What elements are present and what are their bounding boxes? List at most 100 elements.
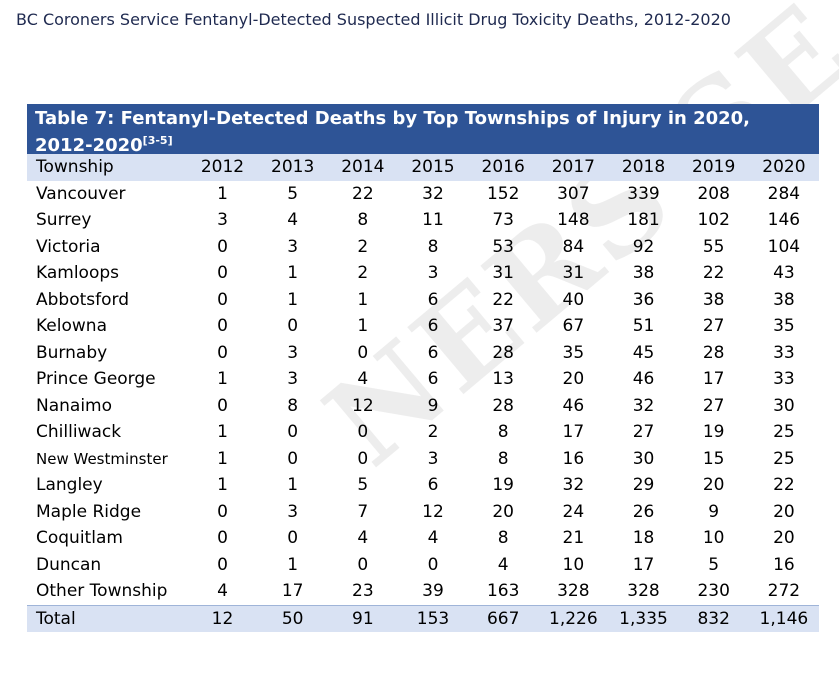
death-count-cell: 2 <box>357 236 369 257</box>
death-count-cell: 9 <box>708 501 720 522</box>
table-caption-reference: [3-5] <box>142 134 173 147</box>
death-count-cell: 32 <box>632 395 655 416</box>
death-count-cell: 26 <box>632 501 655 522</box>
death-count-cell: 1 <box>217 422 228 443</box>
death-count-cell: 21 <box>562 528 585 549</box>
death-count-cell: 25 <box>773 448 795 469</box>
death-count-cell: 0 <box>427 554 439 575</box>
township-name-cell: Burnaby <box>36 342 108 363</box>
death-count-cell: 5 <box>287 183 299 204</box>
death-count-cell: 22 <box>702 263 725 284</box>
death-count-cell: 20 <box>773 528 795 549</box>
death-count-cell: 0 <box>217 342 228 363</box>
column-header-year: 2020 <box>762 157 806 178</box>
death-count-cell: 7 <box>357 501 369 522</box>
death-count-cell: 208 <box>697 183 730 204</box>
death-count-cell: 148 <box>557 210 590 231</box>
death-count-cell: 32 <box>422 183 444 204</box>
death-count-cell: 181 <box>627 210 660 231</box>
column-header-year: 2013 <box>271 157 315 178</box>
table-row: Burnaby 0 3 0 6 28 35 45 28 33 <box>27 340 819 367</box>
death-count-cell: 0 <box>357 448 369 469</box>
death-count-cell: 272 <box>767 581 801 602</box>
death-count-cell: 33 <box>773 369 795 390</box>
death-count-cell: 1 <box>217 183 228 204</box>
township-name-cell: Chilliwack <box>36 422 122 443</box>
death-count-cell: 12 <box>422 501 444 522</box>
township-name-cell: Prince George <box>36 369 156 390</box>
table-row: Victoria 0 3 2 8 53 84 92 55 104 <box>27 234 819 261</box>
death-count-cell: 73 <box>492 210 514 231</box>
total-count-cell: 1,226 <box>538 604 609 632</box>
death-count-cell: 0 <box>217 316 228 337</box>
death-count-cell: 22 <box>492 289 514 310</box>
death-count-cell: 28 <box>702 342 725 363</box>
township-name-cell: Coquitlam <box>36 528 123 549</box>
total-count-cell: 50 <box>257 604 328 632</box>
death-count-cell: 0 <box>217 501 228 522</box>
death-count-cell: 19 <box>702 422 725 443</box>
death-count-cell: 0 <box>217 528 228 549</box>
death-count-cell: 31 <box>562 263 585 284</box>
death-count-cell: 20 <box>492 501 514 522</box>
death-count-cell: 8 <box>497 448 509 469</box>
table-row: New Westminster 1 0 0 3 8 16 30 15 25 <box>27 446 819 473</box>
death-count-cell: 27 <box>632 422 655 443</box>
table-row: Abbotsford 0 1 1 6 22 40 36 38 38 <box>27 287 819 314</box>
death-count-cell: 0 <box>287 316 299 337</box>
township-name-cell: Langley <box>36 475 103 496</box>
column-header-year: 2016 <box>481 157 525 178</box>
death-count-cell: 0 <box>217 236 228 257</box>
death-count-cell: 1 <box>287 475 299 496</box>
death-count-cell: 4 <box>287 210 299 231</box>
death-count-cell: 8 <box>497 422 509 443</box>
death-count-cell: 38 <box>632 263 655 284</box>
death-count-cell: 102 <box>697 210 730 231</box>
death-count-cell: 328 <box>627 581 660 602</box>
table-row: Other Township 4 17 23 39 163 328 328 230 272 <box>27 578 819 605</box>
death-count-cell: 12 <box>352 395 374 416</box>
death-count-cell: 3 <box>287 342 299 363</box>
column-header-year: 2014 <box>341 157 385 178</box>
township-name-cell: Kamloops <box>36 263 119 284</box>
township-name-cell: Duncan <box>36 554 102 575</box>
total-label-cell: Total <box>27 604 188 632</box>
death-count-cell: 2 <box>427 422 439 443</box>
death-count-cell: 4 <box>357 528 369 549</box>
death-count-cell: 17 <box>632 554 655 575</box>
death-count-cell: 40 <box>562 289 585 310</box>
table-row: Prince George 1 3 4 6 13 20 46 17 33 <box>27 366 819 393</box>
death-count-cell: 8 <box>357 210 369 231</box>
death-count-cell: 22 <box>352 183 374 204</box>
death-count-cell: 16 <box>773 554 795 575</box>
death-count-cell: 163 <box>486 581 520 602</box>
column-header-year: 2015 <box>411 157 455 178</box>
death-count-cell: 15 <box>702 448 725 469</box>
death-count-cell: 3 <box>287 236 299 257</box>
death-count-cell: 30 <box>773 395 795 416</box>
death-count-cell: 5 <box>708 554 720 575</box>
death-count-cell: 4 <box>217 581 228 602</box>
death-count-cell: 51 <box>632 316 655 337</box>
township-name-cell: Nanaimo <box>36 395 113 416</box>
table-row: Coquitlam 0 0 4 4 8 21 18 10 20 <box>27 525 819 552</box>
column-header-township: Township <box>36 157 114 178</box>
death-count-cell: 23 <box>352 581 374 602</box>
death-count-cell: 45 <box>632 342 655 363</box>
death-count-cell: 6 <box>427 342 439 363</box>
death-count-cell: 3 <box>287 369 299 390</box>
death-count-cell: 35 <box>773 316 795 337</box>
death-count-cell: 0 <box>217 263 228 284</box>
death-count-cell: 8 <box>287 395 299 416</box>
death-count-cell: 328 <box>557 581 590 602</box>
death-count-cell: 36 <box>632 289 655 310</box>
death-count-cell: 1 <box>217 448 228 469</box>
death-count-cell: 1 <box>357 316 369 337</box>
death-count-cell: 1 <box>217 475 228 496</box>
death-count-cell: 9 <box>427 395 439 416</box>
death-count-cell: 46 <box>562 395 585 416</box>
column-header-year: 2012 <box>200 157 245 178</box>
death-count-cell: 28 <box>492 395 514 416</box>
death-count-cell: 32 <box>562 475 585 496</box>
death-count-cell: 18 <box>632 528 655 549</box>
